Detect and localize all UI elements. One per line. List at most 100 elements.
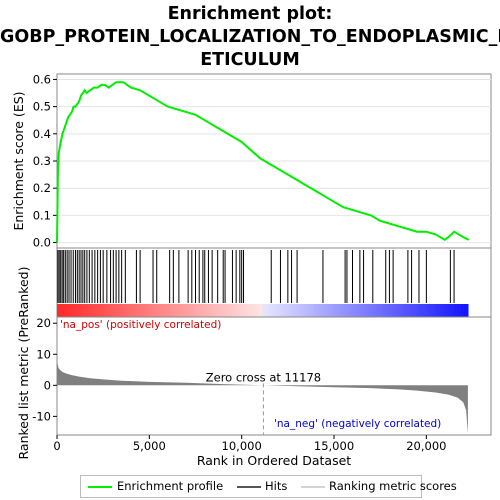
rank-band-segment xyxy=(337,304,342,317)
rank-band-segment xyxy=(132,304,137,317)
legend-ranking-label: Ranking metric scores xyxy=(329,479,457,493)
metric-y-axis-label: Ranked list metric (PreRanked) xyxy=(16,267,31,460)
rank-band-segment xyxy=(293,304,298,317)
rank-band-segment xyxy=(317,304,322,317)
rank-band-segment xyxy=(122,304,127,317)
rank-band-segment xyxy=(252,304,257,317)
legend-enrichment-swatch xyxy=(88,486,112,488)
rank-band-segment xyxy=(60,304,65,317)
rank-band-segment xyxy=(204,304,209,317)
rank-band-segment xyxy=(224,304,229,317)
rank-band-segment xyxy=(200,304,205,317)
rank-band-segment xyxy=(443,304,448,317)
enrichment-profile-line xyxy=(56,81,470,243)
rank-band-segment xyxy=(255,304,260,317)
rank-band-segment xyxy=(361,304,366,317)
rank-band-segment xyxy=(108,304,113,317)
rank-band-segment xyxy=(63,304,68,317)
rank-band-segment xyxy=(101,304,106,317)
rank-band-segment xyxy=(372,304,377,317)
legend: Enrichment profile Hits Ranking metric s… xyxy=(80,475,457,498)
rank-band-segment xyxy=(115,304,120,317)
rank-band-segment xyxy=(450,304,455,317)
metric-x-ticks: 0 5,000 10,000 15,000 20,000 xyxy=(53,435,446,453)
rank-band-segment xyxy=(389,304,394,317)
es-y-tick-label: 0.0 xyxy=(33,236,51,250)
rank-band-segment xyxy=(248,304,253,317)
rank-band-segment xyxy=(358,304,363,317)
rank-band-segment xyxy=(382,304,387,317)
rank-band-segment xyxy=(156,304,161,317)
rank-band-segment xyxy=(368,304,373,317)
rank-band-segment xyxy=(303,304,308,317)
legend-enrichment-label: Enrichment profile xyxy=(117,479,224,493)
rank-band-segment xyxy=(57,304,62,317)
rank-band-segment xyxy=(74,304,79,317)
pos-correlated-label: 'na_pos' (positively correlated) xyxy=(60,319,221,331)
rank-band-segment xyxy=(238,304,243,317)
rank-band-segment xyxy=(378,304,383,317)
rank-band-segment xyxy=(207,304,212,317)
x-tick-label: 0 xyxy=(53,439,60,453)
rank-band-segment xyxy=(231,304,236,317)
rank-band-segment xyxy=(214,304,219,317)
rank-band-segment xyxy=(217,304,222,317)
metric-y-tick-label: 20 xyxy=(36,316,51,330)
rank-band-segment xyxy=(341,304,346,317)
rank-band-segment xyxy=(276,304,281,317)
legend-hits-swatch xyxy=(237,486,261,488)
rank-band-segment xyxy=(437,304,442,317)
es-y-tick-label: 0.2 xyxy=(33,181,51,195)
es-gridlines xyxy=(57,78,491,244)
rank-band-segment xyxy=(327,304,332,317)
rank-band-segment xyxy=(348,304,353,317)
es-y-tick-label: 0.5 xyxy=(33,100,51,114)
rank-band-segment xyxy=(461,304,466,317)
rank-band-segment xyxy=(193,304,198,317)
rank-band-segment xyxy=(454,304,459,317)
rank-band-segment xyxy=(300,304,305,317)
x-tick-label: 15,000 xyxy=(314,439,354,453)
rank-band-segment xyxy=(406,304,411,317)
rank-band-segment xyxy=(197,304,202,317)
rank-band-segment xyxy=(440,304,445,317)
legend-ranking-swatch xyxy=(301,486,325,488)
rank-band-segment xyxy=(447,304,452,317)
title-line-2: GOBP_PROTEIN_LOCALIZATION_TO_ENDOPLASMIC… xyxy=(0,27,500,47)
x-tick-label: 20,000 xyxy=(406,439,446,453)
rank-band-segment xyxy=(125,304,130,317)
hits-markers xyxy=(57,250,455,303)
rank-band-segment xyxy=(426,304,431,317)
rank-band-segment xyxy=(77,304,82,317)
es-y-axis-label: Enrichment score (ES) xyxy=(11,91,26,230)
x-axis-label: Rank in Ordered Dataset xyxy=(197,453,351,468)
metric-y-ticks: -10 0 10 20 xyxy=(32,316,57,423)
rank-band-segment xyxy=(180,304,185,317)
rank-band-segment xyxy=(87,304,92,317)
rank-band-segment xyxy=(235,304,240,317)
rank-band-segment xyxy=(392,304,397,317)
rank-band-segment xyxy=(166,304,171,317)
rank-band-segment xyxy=(351,304,356,317)
rank-band-segment xyxy=(324,304,329,317)
rank-band-segment xyxy=(464,304,469,317)
rank-band-segment xyxy=(289,304,294,317)
rank-band-segment xyxy=(330,304,335,317)
rank-band-segment xyxy=(286,304,291,317)
x-tick-label: 10,000 xyxy=(222,439,262,453)
zero-cross-label: Zero cross at 11178 xyxy=(206,370,321,384)
rank-band-segment xyxy=(296,304,301,317)
rank-band-segment xyxy=(433,304,438,317)
rank-band-segment xyxy=(283,304,288,317)
metric-y-tick-label: -10 xyxy=(32,409,51,423)
es-y-tick-label: 0.3 xyxy=(33,154,51,168)
neg-correlated-label: 'na_neg' (negatively correlated) xyxy=(274,418,441,430)
rank-band-segment xyxy=(430,304,435,317)
rank-band-segment xyxy=(142,304,147,317)
rank-band-segment xyxy=(104,304,109,317)
rank-band-segment xyxy=(170,304,175,317)
rank-band-segment xyxy=(334,304,339,317)
rank-band-segment xyxy=(111,304,116,317)
rank-band-segment xyxy=(118,304,123,317)
rank-band-segment xyxy=(320,304,325,317)
